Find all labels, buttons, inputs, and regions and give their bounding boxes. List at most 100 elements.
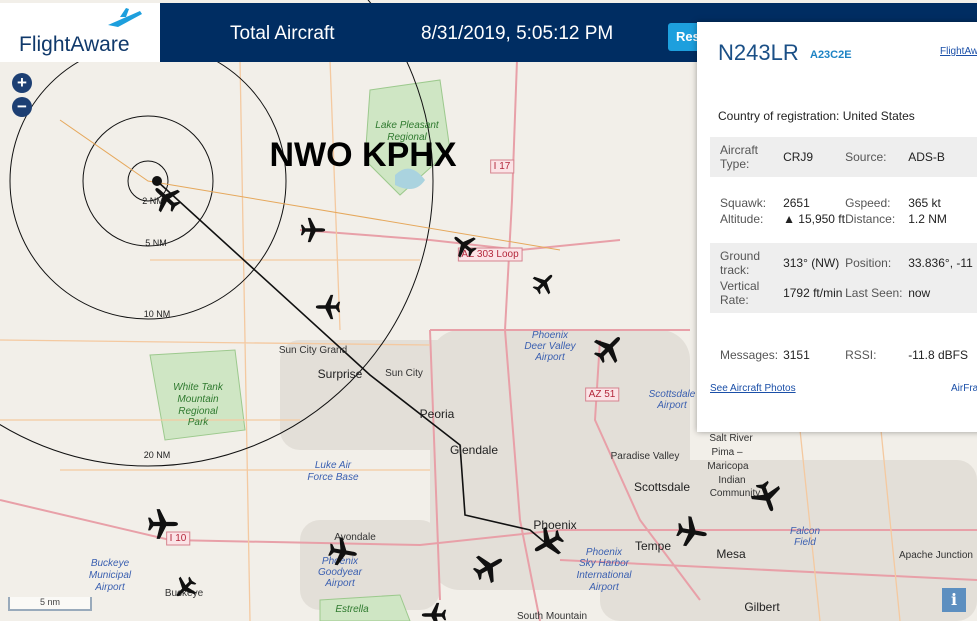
field-value: 2651 xyxy=(783,196,810,210)
place-label: Avondale xyxy=(334,532,376,543)
scale-bar: 5 nm xyxy=(8,597,92,611)
logo-text: FlightAware xyxy=(19,33,130,56)
zoom-in[interactable]: + xyxy=(12,73,32,93)
datetime: 8/31/2019, 5:05:12 PM xyxy=(421,23,614,44)
place-label: Airport xyxy=(656,400,688,411)
ring xyxy=(127,160,169,202)
place-label: Park xyxy=(188,417,210,428)
field-label: Gspeed: xyxy=(845,196,891,210)
place-label: Gilbert xyxy=(744,600,780,614)
field-label: RSSI: xyxy=(845,348,877,362)
bearing-line xyxy=(59,119,561,251)
detail-block: Squawk: 2651 Gspeed: 365 kt Altitude: ▲ 15,95… xyxy=(710,190,977,232)
roads xyxy=(0,59,977,621)
place-label: Regional xyxy=(387,132,427,143)
detail-row: Squawk: 2651 Gspeed: 365 kt xyxy=(720,196,977,210)
logo[interactable]: FlightAware xyxy=(0,3,160,62)
place-label: International xyxy=(576,570,632,581)
place-label: Community xyxy=(710,488,761,499)
ring xyxy=(82,115,214,247)
detail-block: Ground track: 313° (NW) Position: 33.836°, … xyxy=(710,243,977,313)
place-label: Surprise xyxy=(318,367,363,381)
place-label: Glendale xyxy=(450,443,498,457)
place-label: Sun City xyxy=(385,368,423,379)
place-label: Airport xyxy=(94,582,126,593)
place-label: Pima – xyxy=(711,447,743,458)
ring-label: 5 NM xyxy=(145,238,167,248)
zoom-out[interactable]: − xyxy=(12,97,32,117)
flightaware-link[interactable]: FlightAwa xyxy=(940,46,977,57)
airframes-link[interactable]: AirFra xyxy=(951,383,977,394)
path xyxy=(149,349,246,441)
place-label: Estrella xyxy=(335,604,369,615)
total-aircraft: Total Aircraft xyxy=(230,23,335,44)
field-label: Squawk: xyxy=(720,196,767,210)
rect xyxy=(600,460,977,621)
place-label: Mesa xyxy=(716,547,746,561)
place-label: Indian xyxy=(718,475,745,486)
field-label: Aircraft Type: xyxy=(720,143,759,171)
road-label: I 17 xyxy=(494,161,511,172)
place-label: Phoenix xyxy=(532,330,569,341)
place-label: Sun City Grand xyxy=(279,345,347,356)
place-label: Phoenix xyxy=(322,556,359,567)
logo-icon xyxy=(108,8,142,27)
place-label: Deer Valley xyxy=(524,341,576,352)
place-label: Airport xyxy=(324,578,356,589)
place-label: Paradise Valley xyxy=(611,451,680,462)
country: Country of registration: United States xyxy=(718,109,915,123)
aircraft-panel: N243LR A23C2E FlightAwa Country of regis… xyxy=(697,22,977,432)
detail-row: Vertical Rate: 1792 ft/min Last Seen: now xyxy=(720,279,977,307)
ring-labels: 2 NM 5 NM 10 NM 20 NM xyxy=(142,196,170,460)
field-label: Messages: xyxy=(720,348,779,362)
aircraft-icon[interactable] xyxy=(315,294,341,320)
field-label: Altitude: xyxy=(720,212,764,226)
logo-plane xyxy=(108,8,142,27)
field-value: 313° (NW) xyxy=(783,256,840,270)
place-label: Luke Air xyxy=(315,460,352,471)
place-label: Airport xyxy=(534,352,566,363)
place-label: Scottsdale xyxy=(634,480,690,494)
field-value: 3151 xyxy=(783,348,810,362)
place-label: Buckeye xyxy=(91,558,130,569)
detail-row: Messages: 3151 RSSI: -11.8 dBFS xyxy=(720,348,977,362)
aircraft-icon[interactable] xyxy=(528,267,560,299)
parks xyxy=(149,79,451,621)
place-label: Peoria xyxy=(420,407,455,421)
road-label: AZ 51 xyxy=(589,389,616,400)
place-label: Force Base xyxy=(307,472,359,483)
place-label: Buckeye xyxy=(165,588,204,599)
field-value: 1792 ft/min xyxy=(783,286,843,300)
field-value: -11.8 dBFS xyxy=(908,348,968,362)
registration: N243LR xyxy=(718,40,799,65)
detail-block: Messages: 3151 RSSI: -11.8 dBFS xyxy=(710,342,977,368)
field-value: 365 kt xyxy=(908,196,941,210)
detail-block: Aircraft Type: CRJ9 Source: ADS-B xyxy=(710,137,977,177)
path xyxy=(0,499,977,547)
place-label: Municipal xyxy=(89,570,132,581)
road-shield xyxy=(457,247,523,262)
field-label: Last Seen: xyxy=(845,286,903,300)
place-label: Goodyear xyxy=(318,567,363,578)
country-label: Country of registration: xyxy=(718,109,840,123)
field-label: Vertical Rate: xyxy=(720,279,760,307)
road-shield xyxy=(585,387,620,402)
map-title: NWO KPHX xyxy=(270,136,457,174)
place-label: Maricopa xyxy=(707,461,749,472)
ring-label: 2 NM xyxy=(142,196,164,206)
field-label: Source: xyxy=(845,150,887,164)
photos-link[interactable]: See Aircraft Photos xyxy=(710,383,796,394)
ring-label: 20 NM xyxy=(144,450,171,460)
aircraft-icon[interactable] xyxy=(300,217,326,243)
place-label: White Tank xyxy=(173,382,224,393)
place-label: Falcon xyxy=(790,526,820,537)
place-label: Scottsdale xyxy=(649,389,696,400)
place-label: Mountain xyxy=(177,394,219,405)
hex-code[interactable]: A23C2E xyxy=(810,49,852,61)
path xyxy=(299,229,621,252)
info-button[interactable]: i xyxy=(942,588,966,612)
